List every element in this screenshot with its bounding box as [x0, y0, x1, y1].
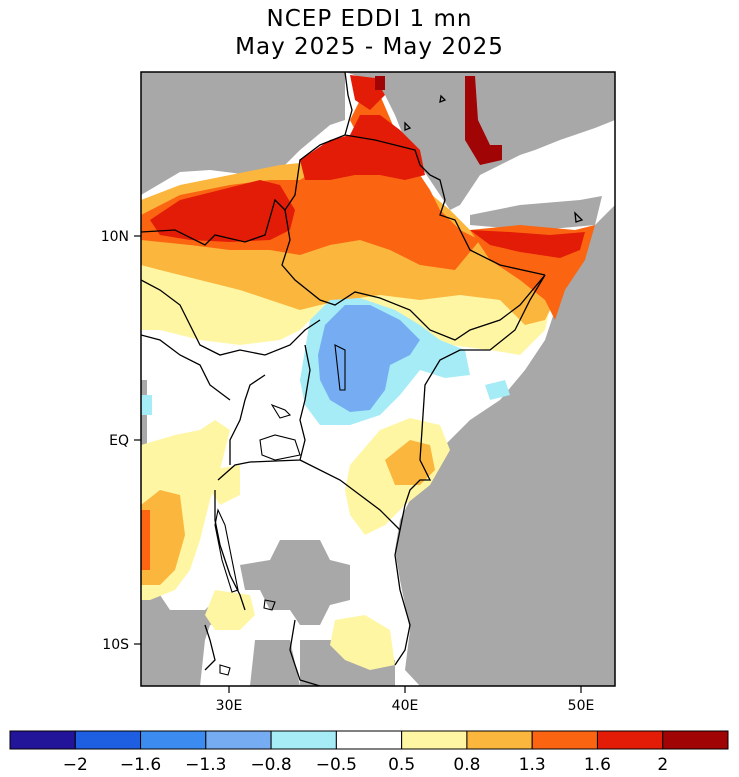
colorbar-swatch	[205, 730, 272, 750]
map-title: NCEP EDDI 1 mn	[266, 6, 473, 32]
anomaly-minus1.3-minus0.8	[318, 305, 420, 412]
colorbar-label: 1.6	[584, 755, 611, 775]
lake-tanganyika	[214, 508, 239, 593]
lake-rukwa	[263, 599, 276, 611]
axis-ticks	[134, 235, 582, 693]
colorbar-swatch	[662, 730, 729, 750]
colorbar-swatch	[140, 730, 207, 750]
colorbar-label: 2	[657, 755, 668, 775]
colorbar-label: −1.6	[120, 755, 161, 775]
colorbar: −2 −1.6 −1.3 −0.8 −0.5 0.5 0.8 1.3 1.6 2	[9, 730, 729, 775]
lat-label-10n: 10N	[101, 229, 129, 245]
anomaly-above-2	[375, 76, 502, 165]
lat-label-10s: 10S	[102, 637, 129, 653]
colorbar-swatch	[335, 730, 403, 750]
colorbar-label: 0.8	[453, 755, 480, 775]
country-borders	[141, 72, 584, 686]
colorbar-swatch	[74, 730, 142, 750]
lon-label-50e: 50E	[568, 698, 595, 714]
colorbar-swatch	[401, 730, 468, 750]
map-frame	[140, 71, 616, 687]
lon-label-40e: 40E	[392, 698, 419, 714]
lake-victoria	[259, 434, 301, 461]
colorbar-swatch	[9, 730, 76, 750]
lon-label-30e: 30E	[216, 698, 243, 714]
colorbar-swatch	[270, 730, 337, 750]
colorbar-label: −1.3	[185, 755, 226, 775]
masked-region	[141, 72, 615, 686]
lake-kyoga	[270, 403, 292, 419]
colorbar-swatch	[466, 730, 533, 750]
colorbar-label: −2	[63, 755, 88, 775]
lakes	[214, 344, 346, 676]
map-subtitle: May 2025 - May 2025	[235, 34, 504, 60]
colorbar-label: −0.5	[316, 755, 357, 775]
lat-label-eq: EQ	[109, 433, 129, 449]
lake-mweru	[219, 664, 231, 676]
colorbar-swatch	[596, 730, 664, 750]
colorbar-label: −0.8	[250, 755, 291, 775]
colorbar-swatch	[531, 730, 598, 750]
lake-turkana	[334, 344, 346, 391]
colorbar-label: 1.3	[519, 755, 546, 775]
map-area	[141, 72, 615, 686]
colorbar-label: 0.5	[388, 755, 415, 775]
